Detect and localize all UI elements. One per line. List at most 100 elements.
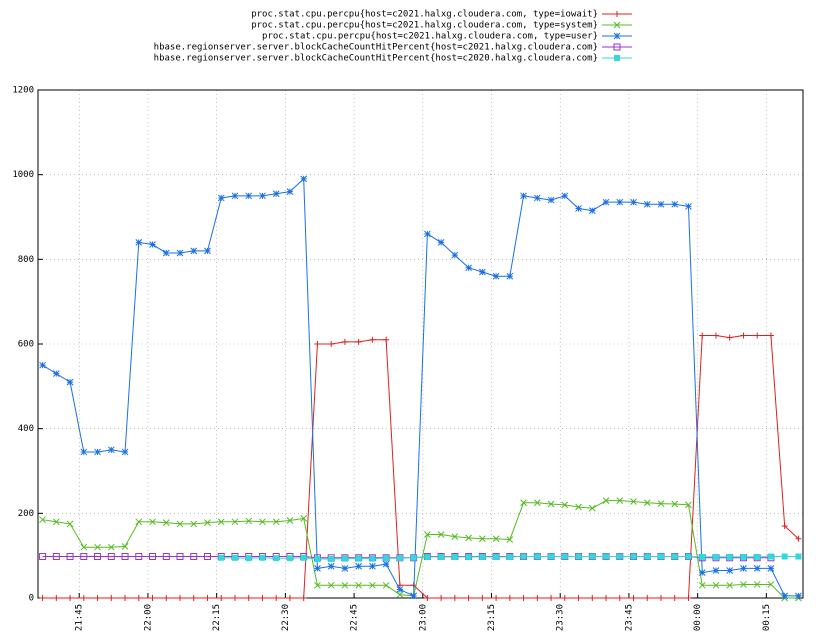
marker [162, 249, 170, 257]
marker [534, 595, 541, 601]
marker [314, 565, 321, 572]
marker [341, 581, 349, 589]
marker [589, 595, 596, 601]
marker [767, 565, 775, 572]
marker [245, 517, 253, 525]
marker [616, 595, 623, 601]
marker [437, 239, 445, 246]
marker [754, 553, 761, 560]
marker [589, 553, 596, 560]
legend-label: proc.stat.cpu.percpu{host=c2021.halxg.cl… [251, 10, 598, 20]
marker [643, 200, 651, 208]
marker [273, 595, 280, 601]
marker [314, 341, 321, 347]
x-tick-label: 22:15 [212, 604, 222, 631]
marker [520, 595, 527, 601]
marker [135, 553, 143, 561]
marker [616, 553, 623, 560]
marker [493, 553, 500, 560]
marker [327, 581, 335, 589]
marker [259, 518, 266, 526]
marker [424, 230, 431, 238]
marker [767, 581, 775, 588]
marker [94, 595, 101, 601]
marker [382, 581, 390, 589]
marker [698, 569, 706, 576]
marker [300, 554, 307, 561]
marker [272, 190, 280, 198]
marker [107, 543, 115, 551]
marker [107, 446, 115, 454]
marker [671, 553, 678, 560]
legend-label: hbase.regionserver.server.blockCacheCoun… [154, 54, 598, 64]
marker [94, 553, 102, 561]
marker [753, 565, 761, 572]
marker [190, 595, 197, 601]
marker [575, 595, 582, 601]
marker [451, 595, 458, 601]
marker [66, 553, 74, 561]
marker [726, 334, 733, 341]
marker [603, 553, 610, 560]
marker [602, 497, 610, 504]
marker [657, 553, 664, 560]
marker [300, 515, 308, 522]
marker [614, 55, 620, 61]
marker [107, 553, 115, 561]
marker [383, 555, 390, 562]
plot-frame [37, 89, 804, 599]
marker [396, 586, 404, 593]
marker [616, 198, 624, 206]
marker [767, 332, 774, 339]
marker [740, 553, 747, 560]
marker [520, 192, 527, 200]
marker [424, 595, 431, 601]
marker [613, 43, 621, 51]
marker [135, 595, 142, 601]
marker [163, 595, 170, 601]
marker [437, 531, 445, 538]
marker [465, 264, 472, 272]
marker [108, 595, 115, 601]
marker [520, 553, 527, 560]
marker [630, 595, 637, 601]
marker [190, 247, 198, 255]
marker [726, 553, 733, 560]
x-tick-label: 21:45 [75, 604, 85, 631]
marker [795, 592, 802, 600]
marker [492, 272, 500, 280]
marker [190, 520, 198, 528]
marker [754, 332, 761, 339]
marker [53, 595, 60, 601]
marker [506, 553, 513, 560]
marker [369, 562, 376, 570]
x-tick-label: 23:15 [487, 604, 497, 631]
marker [630, 498, 637, 505]
legend-label: hbase.regionserver.server.blockCacheCoun… [154, 43, 598, 53]
marker [478, 535, 486, 543]
marker [52, 553, 60, 561]
marker [410, 554, 417, 561]
marker [80, 448, 88, 456]
marker [603, 595, 610, 601]
marker [121, 448, 129, 456]
marker [355, 562, 363, 570]
marker [451, 251, 459, 259]
marker [286, 517, 294, 524]
marker [424, 553, 431, 560]
marker [671, 200, 679, 208]
marker [740, 565, 747, 572]
legend-label: proc.stat.cpu.percpu{host=c2021.halxg.cl… [251, 21, 598, 31]
marker [272, 518, 280, 526]
marker [506, 595, 513, 601]
marker [479, 595, 486, 601]
marker [355, 555, 362, 562]
marker [561, 192, 569, 200]
marker [176, 553, 184, 561]
marker [616, 497, 624, 504]
marker [795, 535, 802, 542]
x-tick-label: 00:15 [762, 604, 772, 631]
marker [245, 192, 253, 200]
marker [534, 553, 541, 560]
